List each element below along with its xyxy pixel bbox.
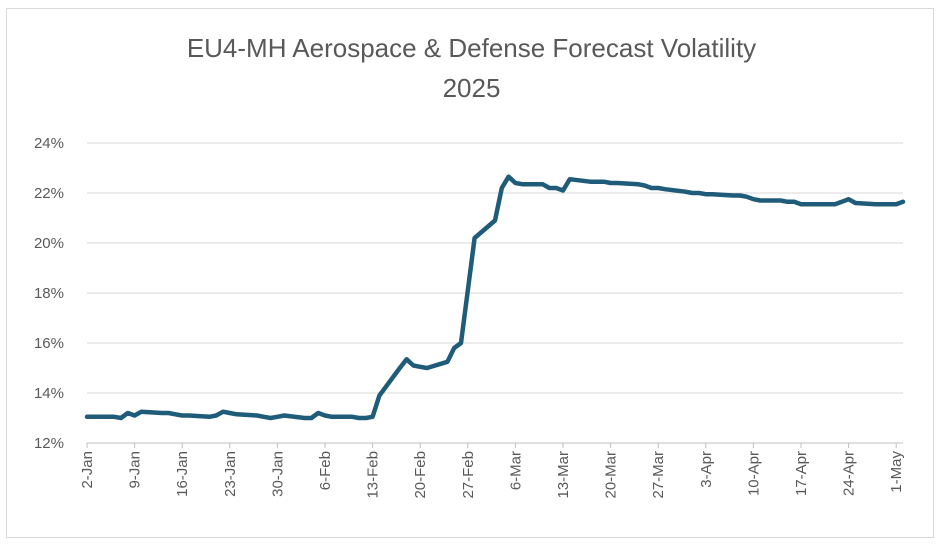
chart-title: EU4-MH Aerospace & Defense Forecast Vola… bbox=[0, 28, 943, 108]
series-line bbox=[84, 174, 906, 421]
chart-title-line2: 2025 bbox=[442, 73, 501, 103]
x-tick-label: 2-Jan bbox=[79, 451, 96, 489]
y-tick-label: 12% bbox=[34, 435, 64, 452]
x-tick-label: 24-Apr bbox=[841, 451, 858, 496]
x-tick-label: 9-Jan bbox=[127, 451, 144, 489]
x-tick-label: 30-Jan bbox=[269, 451, 286, 497]
x-tick-label: 16-Jan bbox=[174, 451, 191, 497]
y-tick-label: 14% bbox=[34, 385, 64, 402]
x-tick-label: 17-Apr bbox=[793, 451, 810, 496]
x-tick-label: 13-Mar bbox=[555, 451, 572, 499]
y-tick-label: 16% bbox=[34, 335, 64, 352]
x-tick-label: 23-Jan bbox=[222, 451, 239, 497]
x-tick-label: 1-May bbox=[888, 451, 905, 493]
x-tick-label: 27-Feb bbox=[460, 451, 477, 499]
x-tick-label: 27-Mar bbox=[650, 451, 667, 499]
x-tick-label: 10-Apr bbox=[745, 451, 762, 496]
y-tick-label: 24% bbox=[34, 135, 64, 152]
gridlines bbox=[87, 142, 903, 444]
x-tick-label: 3-Apr bbox=[698, 451, 715, 488]
x-tick-label: 6-Feb bbox=[317, 451, 334, 490]
x-tick-label: 20-Mar bbox=[603, 451, 620, 499]
y-tick-label: 18% bbox=[34, 285, 64, 302]
chart-title-line1: EU4-MH Aerospace & Defense Forecast Vola… bbox=[186, 33, 757, 63]
x-axis: 2-Jan 9-Jan 16-Jan 23-Jan 30-Jan 6-Feb 13-Feb 2… bbox=[79, 443, 905, 499]
y-tick-label: 20% bbox=[34, 235, 64, 252]
y-axis: 24% 22% 20% 18% 16% 14% 12% bbox=[34, 135, 64, 452]
x-tick-label: 6-Mar bbox=[507, 451, 524, 490]
x-tick-label: 20-Feb bbox=[412, 451, 429, 499]
plot-area bbox=[84, 174, 906, 421]
x-tick-label: 13-Feb bbox=[365, 451, 382, 499]
y-tick-label: 22% bbox=[34, 185, 64, 202]
